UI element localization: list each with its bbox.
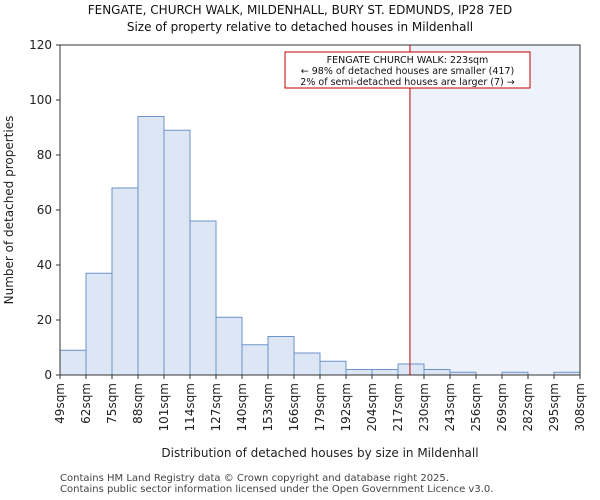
y-axis-label: Number of detached properties — [2, 116, 16, 305]
bar-101sqm — [163, 129, 191, 376]
x-tick-label: 217sqm — [391, 383, 405, 431]
x-tick-label: 114sqm — [183, 383, 197, 431]
bar-140sqm — [241, 344, 269, 376]
x-tick-label: 179sqm — [313, 383, 327, 431]
x-tick-label: 192sqm — [339, 383, 353, 431]
x-tick-label: 166sqm — [287, 383, 301, 431]
y-tick-label: 20 — [37, 313, 52, 327]
x-tick-label: 153sqm — [261, 383, 275, 431]
bar-114sqm — [189, 220, 217, 376]
chart-subtitle: Size of property relative to detached ho… — [126, 20, 474, 34]
x-tick-label: 308sqm — [573, 383, 587, 431]
y-tick-label: 60 — [37, 203, 52, 217]
y-tick-label: 40 — [37, 258, 52, 272]
y-tick-label: 80 — [37, 148, 52, 162]
bar-230sqm — [423, 369, 451, 376]
y-tick-label: 120 — [29, 38, 52, 52]
shaded-region — [409, 45, 580, 375]
x-tick-label: 269sqm — [495, 383, 509, 431]
x-tick-label: 295sqm — [547, 383, 561, 431]
footer-line-2: Contains public sector information licen… — [60, 484, 494, 495]
x-tick-label: 140sqm — [235, 383, 249, 431]
footer-line-1: Contains HM Land Registry data © Crown c… — [60, 473, 449, 484]
x-axis-label: Distribution of detached houses by size … — [161, 446, 478, 460]
x-tick-label: 101sqm — [157, 383, 171, 431]
bar-62sqm — [85, 272, 113, 376]
x-tick-label: 49sqm — [53, 383, 67, 424]
annotation-box — [284, 51, 531, 89]
x-tick-label: 62sqm — [79, 383, 93, 424]
bar-75sqm — [111, 187, 139, 376]
x-tick-label: 282sqm — [521, 383, 535, 431]
x-tick-label: 88sqm — [131, 383, 145, 424]
bar-49sqm — [59, 349, 87, 376]
annotation-line-1: FENGATE CHURCH WALK: 223sqm — [327, 55, 489, 66]
x-tick-label: 230sqm — [417, 383, 431, 431]
x-tick-label: 256sqm — [469, 383, 483, 431]
x-tick-label: 75sqm — [105, 383, 119, 424]
x-tick-label: 243sqm — [443, 383, 457, 431]
bar-217sqm — [397, 363, 425, 376]
y-tick-label: 0 — [44, 368, 52, 382]
bar-153sqm — [267, 336, 295, 376]
bar-204sqm — [371, 369, 399, 376]
x-tick-label: 127sqm — [209, 383, 223, 431]
annotation-line-3: 2% of semi-detached houses are larger (7… — [300, 77, 514, 88]
y-tick-label: 100 — [29, 93, 52, 107]
x-tick-label: 204sqm — [365, 383, 379, 431]
bar-166sqm — [293, 352, 321, 376]
annotation-line-2: ← 98% of detached houses are smaller (41… — [301, 66, 514, 77]
bar-179sqm — [319, 360, 347, 376]
chart-title: FENGATE, CHURCH WALK, MILDENHALL, BURY S… — [87, 3, 513, 17]
bar-127sqm — [215, 316, 243, 376]
bar-192sqm — [345, 369, 373, 376]
bar-88sqm — [137, 116, 165, 376]
